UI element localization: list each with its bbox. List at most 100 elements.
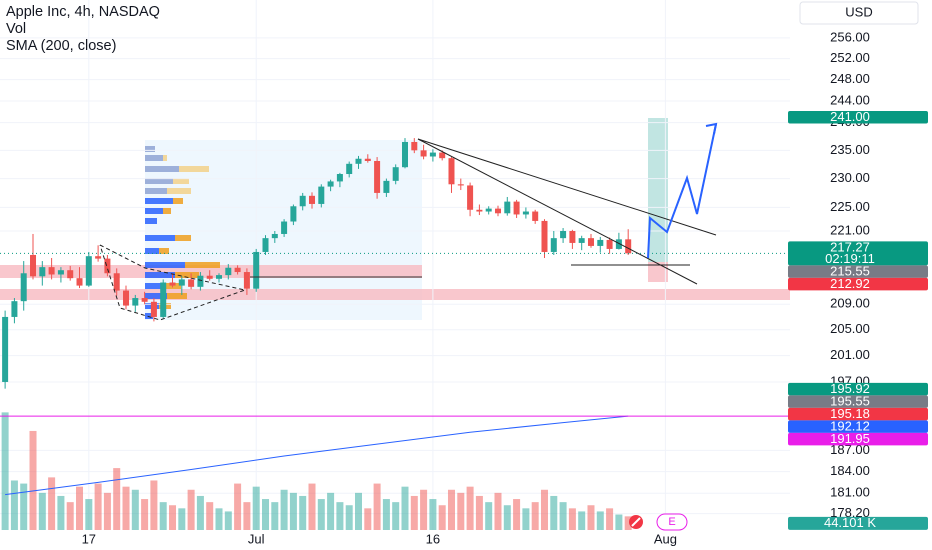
earnings-letter: E <box>668 516 675 528</box>
volume-bar <box>336 502 344 530</box>
candle-body <box>20 273 27 302</box>
candle-body <box>476 209 483 212</box>
price-tag <box>788 110 928 124</box>
legend: Apple Inc, 4h, NASDAQ Vol SMA (200, clos… <box>6 4 160 54</box>
price-tag <box>788 382 928 396</box>
candle-body <box>57 270 64 275</box>
y-tick-label: 230.00 <box>830 170 870 185</box>
candle-body <box>95 256 102 259</box>
volume-bar <box>94 483 102 530</box>
candle-body <box>625 239 632 254</box>
volume-bar <box>522 508 530 530</box>
volume-bar <box>457 492 465 530</box>
target-box <box>648 118 668 262</box>
price-tag <box>788 265 928 278</box>
candle-body <box>522 211 529 215</box>
volume-bar <box>66 502 74 530</box>
volume-bar <box>401 486 409 530</box>
candle-body <box>615 239 622 249</box>
candle-body <box>104 258 111 274</box>
volume-bar <box>587 505 595 530</box>
drawings-over: E <box>99 122 718 531</box>
candle-body <box>429 152 436 157</box>
candle-body <box>560 230 567 239</box>
volume-bar <box>354 492 362 530</box>
candle-body <box>141 298 148 302</box>
y-tick-label: 184.00 <box>830 463 870 478</box>
trend-line <box>417 138 717 236</box>
volume-bar <box>392 502 400 530</box>
candle-body <box>262 238 269 252</box>
candle-body <box>113 273 120 291</box>
candle-body <box>494 208 501 214</box>
candle-body <box>2 316 9 382</box>
volume-bar <box>364 508 372 530</box>
trend-line <box>417 138 698 285</box>
candle-body <box>513 201 520 215</box>
volume-bar <box>568 508 576 530</box>
price-tag-label: 241.00 <box>830 109 870 124</box>
volume-bar <box>262 499 270 530</box>
candle-body <box>467 185 474 210</box>
sma-line <box>5 415 629 496</box>
plot: 17 Jul 16 Aug <box>0 138 790 546</box>
price-tag-label: 195.55 <box>830 393 870 408</box>
candle-body <box>364 158 371 161</box>
candle-body <box>48 267 55 275</box>
currency-button[interactable] <box>799 1 919 25</box>
volume-bar <box>196 495 204 530</box>
candle-body <box>160 282 167 317</box>
candle-body <box>346 163 353 175</box>
price-tag-label: 217.27 <box>830 239 870 254</box>
projection <box>647 123 717 259</box>
earnings-badge[interactable] <box>656 513 688 531</box>
volume-bar <box>447 489 455 530</box>
zone <box>648 262 668 282</box>
candle-body <box>11 301 18 317</box>
y-tick-label: 205.00 <box>830 321 870 336</box>
y-tick-label: 225.00 <box>830 199 870 214</box>
x-tick-label: Aug <box>654 531 677 546</box>
candle-body <box>392 167 399 181</box>
volume-bar <box>57 495 65 530</box>
price-tag-label: 215.55 <box>830 263 870 278</box>
candle-body <box>299 195 306 207</box>
volume-bar <box>215 508 223 530</box>
volume-bar <box>438 505 446 530</box>
volume-bar <box>382 499 390 530</box>
candle-body <box>448 158 455 185</box>
candle-body <box>411 141 418 151</box>
price-tag-label: 212.92 <box>830 276 870 291</box>
candle-body <box>578 238 585 243</box>
volume-bar <box>122 486 130 530</box>
price-tag <box>788 395 928 408</box>
volume-bar <box>624 516 632 530</box>
candle-body <box>150 301 157 317</box>
volume-bar <box>494 492 502 530</box>
volume-bar <box>48 477 56 530</box>
volume-bar <box>578 511 586 530</box>
y-tick-label: 201.00 <box>830 347 870 362</box>
volume-bar <box>540 489 548 530</box>
candle-body <box>383 180 390 193</box>
volume-bar <box>159 502 167 530</box>
legend-title: Apple Inc, 4h, NASDAQ <box>6 4 160 20</box>
candle-body <box>253 251 260 289</box>
candle-body <box>336 174 343 182</box>
candle-body <box>355 158 362 164</box>
price-tag <box>788 241 928 266</box>
y-tick-label: 178.20 <box>830 505 870 520</box>
price-tag <box>788 432 928 446</box>
candle-body <box>439 152 446 159</box>
volume-bar <box>20 483 28 530</box>
volume-bar <box>271 502 279 530</box>
volume-bar <box>531 502 539 530</box>
volume-bar <box>373 483 381 530</box>
volume-bar <box>280 489 288 530</box>
legend-sma: SMA (200, close) <box>6 38 116 54</box>
candle-body <box>76 278 83 286</box>
x-tick-label: 16 <box>426 531 440 546</box>
candle-body <box>30 254 37 277</box>
volume-bar <box>327 492 335 530</box>
candle-body <box>318 186 325 204</box>
